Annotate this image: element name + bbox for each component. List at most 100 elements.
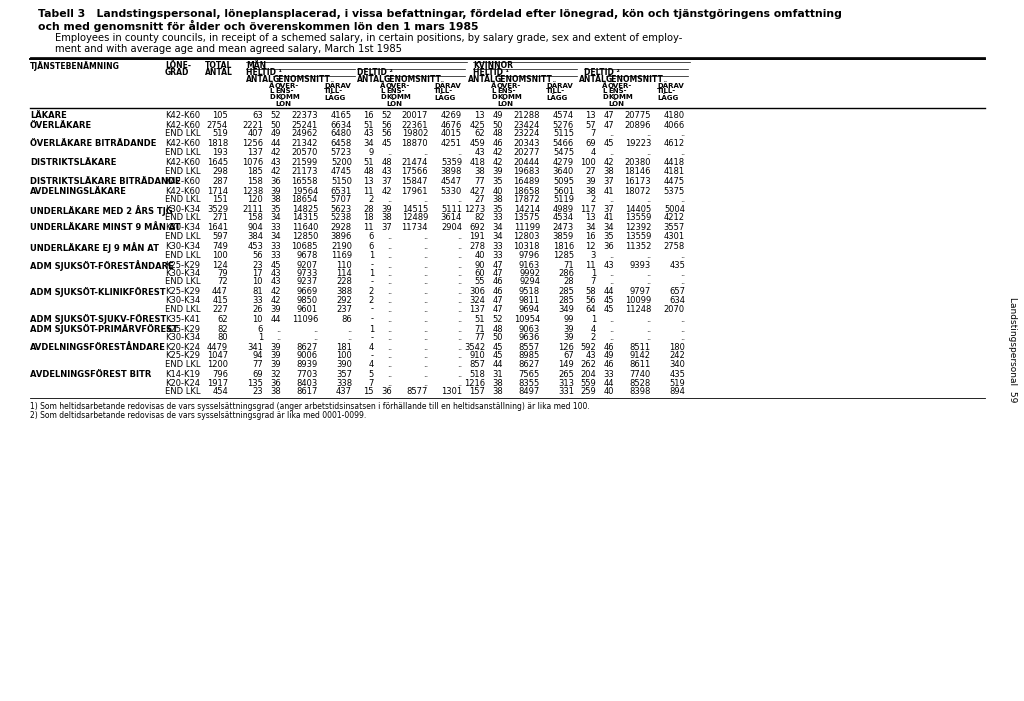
Text: 9601: 9601 <box>297 304 318 313</box>
Text: 43: 43 <box>586 351 596 360</box>
Text: 2: 2 <box>369 195 374 204</box>
Text: 90: 90 <box>474 261 485 269</box>
Text: 3859: 3859 <box>553 232 574 241</box>
Text: 35: 35 <box>493 205 503 214</box>
Text: ..: .. <box>423 370 428 379</box>
Text: 100: 100 <box>212 250 228 259</box>
Text: 137: 137 <box>469 304 485 313</box>
Text: 39: 39 <box>563 325 574 334</box>
Text: 24962: 24962 <box>292 130 318 139</box>
Text: 46: 46 <box>603 343 614 352</box>
Text: D: D <box>269 94 274 100</box>
Text: 4534: 4534 <box>553 214 574 222</box>
Text: ENS-: ENS- <box>386 88 404 94</box>
Text: END LKL: END LKL <box>165 148 201 157</box>
Text: ..: .. <box>387 195 392 204</box>
Text: 11: 11 <box>586 261 596 269</box>
Text: 1285: 1285 <box>553 250 574 259</box>
Text: 81: 81 <box>252 287 263 297</box>
Text: Å: Å <box>269 82 274 89</box>
Text: 425: 425 <box>469 121 485 130</box>
Text: 39: 39 <box>270 351 281 360</box>
Text: 3542: 3542 <box>464 343 485 352</box>
Text: ..: .. <box>680 250 685 259</box>
Text: 5004: 5004 <box>664 205 685 214</box>
Text: 82: 82 <box>474 214 485 222</box>
Text: 5475: 5475 <box>553 148 574 157</box>
Text: 43: 43 <box>603 261 614 269</box>
Text: -: - <box>371 304 374 313</box>
Text: 36: 36 <box>603 242 614 251</box>
Text: 6531: 6531 <box>331 186 352 196</box>
Text: L: L <box>269 88 273 94</box>
Text: KOMM: KOMM <box>386 94 411 100</box>
Text: TOTAL: TOTAL <box>205 61 232 70</box>
Text: 10: 10 <box>253 315 263 323</box>
Text: 38: 38 <box>381 214 392 222</box>
Text: ..: .. <box>680 315 685 323</box>
Text: 62: 62 <box>474 130 485 139</box>
Text: 3: 3 <box>591 250 596 259</box>
Text: D: D <box>380 94 386 100</box>
Text: 4180: 4180 <box>664 111 685 120</box>
Text: 5707: 5707 <box>331 195 352 204</box>
Text: 37: 37 <box>603 205 614 214</box>
Text: 5466: 5466 <box>553 139 574 149</box>
Text: 42: 42 <box>270 287 281 297</box>
Text: 18: 18 <box>364 214 374 222</box>
Text: L: L <box>490 88 496 94</box>
Text: 18072: 18072 <box>625 186 651 196</box>
Text: 4547: 4547 <box>441 177 462 186</box>
Text: KOMM: KOMM <box>275 94 300 100</box>
Text: 1169: 1169 <box>331 250 352 259</box>
Text: DÄRAV: DÄRAV <box>657 82 684 89</box>
Text: 43: 43 <box>381 167 392 175</box>
Text: 14315: 14315 <box>292 214 318 222</box>
Text: 41: 41 <box>603 214 614 222</box>
Text: 5375: 5375 <box>664 186 685 196</box>
Text: ANTAL: ANTAL <box>579 75 607 84</box>
Text: ANTAL: ANTAL <box>246 75 273 84</box>
Text: ..: .. <box>387 261 392 269</box>
Text: ..: .. <box>423 232 428 241</box>
Text: 56: 56 <box>586 296 596 305</box>
Text: 4015: 4015 <box>441 130 462 139</box>
Text: 262: 262 <box>581 360 596 369</box>
Text: ..: .. <box>423 379 428 388</box>
Text: 35: 35 <box>493 177 503 186</box>
Text: ..: .. <box>646 250 651 259</box>
Text: ..: .. <box>680 333 685 342</box>
Text: ..: .. <box>457 370 462 379</box>
Text: 18146: 18146 <box>625 167 651 175</box>
Text: 77: 77 <box>252 360 263 369</box>
Text: 33: 33 <box>270 250 281 259</box>
Text: LÖNE-: LÖNE- <box>165 61 191 70</box>
Text: 1714: 1714 <box>207 186 228 196</box>
Text: 597: 597 <box>212 232 228 241</box>
Text: MÄN: MÄN <box>246 61 266 70</box>
Text: 5119: 5119 <box>553 195 574 204</box>
Text: 5359: 5359 <box>441 158 462 167</box>
Text: 204: 204 <box>581 370 596 379</box>
Text: 19564: 19564 <box>292 186 318 196</box>
Text: 4066: 4066 <box>664 121 685 130</box>
Text: ..: .. <box>646 325 651 334</box>
Text: Tabell 3   Landstingspersonal, löneplansplacerad, i vissa befattningar, fördelad: Tabell 3 Landstingspersonal, löneplanspl… <box>38 9 842 19</box>
Text: 12850: 12850 <box>292 232 318 241</box>
Text: 518: 518 <box>469 370 485 379</box>
Text: 33: 33 <box>493 214 503 222</box>
Text: 86: 86 <box>341 315 352 323</box>
Text: 338: 338 <box>336 379 352 388</box>
Text: 278: 278 <box>469 242 485 251</box>
Text: 4: 4 <box>591 325 596 334</box>
Text: ..: .. <box>387 370 392 379</box>
Text: 42: 42 <box>270 148 281 157</box>
Text: 42: 42 <box>270 167 281 175</box>
Text: ..: .. <box>646 148 651 157</box>
Text: 11248: 11248 <box>625 304 651 313</box>
Text: 34: 34 <box>586 224 596 233</box>
Text: 69: 69 <box>252 370 263 379</box>
Text: 77: 77 <box>474 333 485 342</box>
Text: 25241: 25241 <box>292 121 318 130</box>
Text: 6: 6 <box>369 242 374 251</box>
